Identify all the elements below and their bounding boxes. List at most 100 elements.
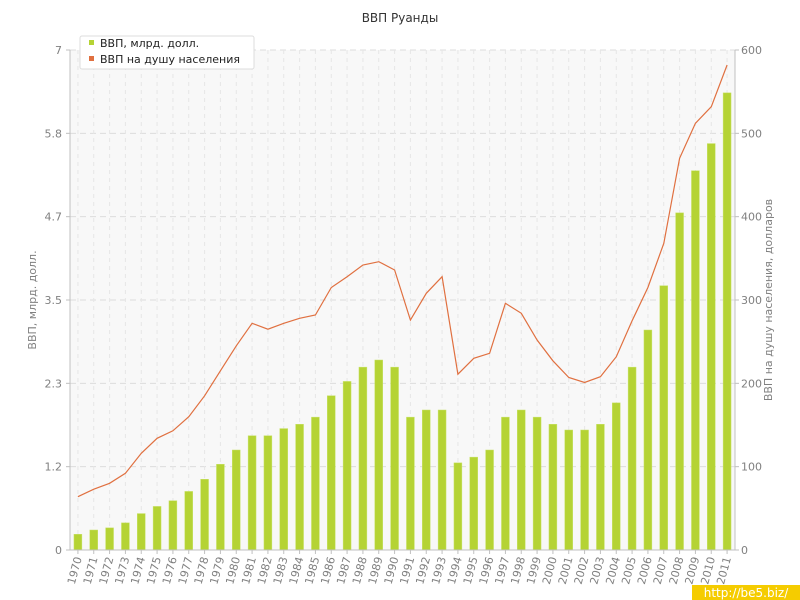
line-point-2002 (583, 381, 586, 384)
left-tick-label: 7 (55, 44, 62, 57)
line-point-1999 (536, 339, 539, 342)
bar-1971 (89, 529, 98, 551)
line-point-1986 (330, 286, 333, 289)
right-tick-label: 100 (741, 461, 762, 474)
line-point-1976 (171, 429, 174, 432)
legend-box (79, 35, 255, 70)
bar-1972 (105, 527, 114, 551)
left-tick-label: 5.8 (45, 127, 63, 140)
left-tick-label: 3.5 (45, 294, 63, 307)
line-point-1998 (520, 312, 523, 315)
bar-1986 (327, 395, 336, 551)
bar-2000 (548, 424, 558, 551)
line-series (76, 64, 729, 498)
line-point-2004 (615, 355, 618, 358)
legend: ВВП, млрд. долл. ВВП на душу населения (79, 35, 255, 70)
bar-2006 (643, 329, 653, 551)
bar-1988 (358, 366, 368, 551)
bar-1989 (374, 359, 383, 551)
bar-1994 (453, 462, 463, 551)
line-point-1994 (456, 373, 459, 376)
legend-item-gdp: ВВП, млрд. долл. (100, 37, 199, 50)
bar-2002 (580, 429, 589, 551)
left-axis-ticks: 0 1.2 2.3 3.5 4.7 5.8 7 (45, 44, 70, 557)
bar-1993 (437, 409, 447, 551)
bar-2003 (596, 424, 605, 551)
right-tick-label: 200 (741, 377, 762, 390)
bar-1970 (73, 534, 83, 551)
line-point-2007 (662, 242, 665, 245)
watermark-background (692, 585, 800, 600)
bar-2010 (707, 143, 716, 551)
right-tick-label: 400 (741, 211, 762, 224)
legend-swatch-gdp-per-capita (89, 56, 94, 61)
right-tick-label: 500 (741, 127, 762, 140)
bar-1975 (152, 506, 162, 551)
bar-1996 (485, 449, 494, 551)
bar-2001 (564, 429, 573, 551)
watermark: http://be5.biz/ (692, 585, 800, 600)
line-point-1983 (282, 322, 285, 325)
bar-1997 (501, 416, 510, 551)
line-point-1990 (393, 269, 396, 272)
bar-2008 (675, 212, 684, 551)
line-point-1974 (140, 452, 143, 455)
line-point-1989 (377, 260, 380, 263)
bar-1983 (279, 428, 288, 551)
bar-1979 (216, 464, 225, 551)
line-point-1985 (314, 314, 317, 317)
left-tick-label: 2.3 (45, 377, 63, 390)
right-tick-label: 600 (741, 44, 762, 57)
bar-2009 (691, 170, 700, 551)
right-axis-ticks: 0 100 200 300 400 500 600 (735, 44, 762, 557)
bar-1978 (200, 479, 209, 551)
line-point-1982 (266, 328, 269, 331)
watermark-text: http://be5.biz/ (704, 586, 789, 600)
line-point-2005 (631, 319, 634, 322)
bar-1980 (232, 449, 241, 551)
line-point-2011 (726, 64, 729, 67)
bar-1995 (469, 456, 478, 551)
line-point-1988 (361, 264, 364, 267)
left-tick-label: 0 (55, 544, 62, 557)
bar-1984 (295, 424, 304, 551)
right-tick-label: 300 (741, 294, 762, 307)
line-point-2010 (710, 105, 713, 108)
line-point-1995 (472, 357, 475, 360)
line-point-1993 (441, 275, 444, 278)
right-tick-label: 0 (741, 544, 748, 557)
legend-item-gdp-per-capita: ВВП на душу населения (100, 53, 240, 66)
bar-1987 (342, 381, 352, 551)
bar-1977 (184, 491, 193, 551)
line-point-2003 (599, 375, 602, 378)
line-point-2001 (567, 376, 570, 379)
line-point-1973 (124, 472, 127, 475)
line-point-1972 (108, 482, 111, 485)
line-point-1981 (251, 322, 254, 325)
line-point-1979 (219, 369, 222, 372)
line-point-2008 (678, 157, 681, 160)
bar-2004 (612, 402, 621, 551)
bar-1973 (121, 522, 130, 551)
line-point-1970 (76, 495, 79, 498)
line-gdp-per-capita (77, 64, 728, 498)
line-point-1971 (92, 488, 95, 491)
line-point-1987 (346, 275, 349, 278)
line-point-1991 (409, 319, 412, 322)
y-axis-left-label: ВВП, млрд. долл. (26, 250, 39, 349)
bar-2011 (722, 92, 732, 551)
bar-1981 (247, 435, 257, 551)
bar-1976 (168, 500, 178, 551)
bar-1982 (263, 435, 273, 551)
legend-swatch-gdp (89, 40, 94, 45)
bar-2005 (627, 366, 637, 551)
chart-title: ВВП Руанды (362, 11, 439, 25)
line-point-1984 (298, 317, 301, 320)
line-point-1992 (425, 292, 428, 295)
bar-1992 (422, 409, 431, 551)
bar-1974 (137, 513, 146, 551)
left-tick-label: 1.2 (45, 461, 63, 474)
bar-1985 (311, 416, 320, 551)
line-point-2000 (551, 359, 554, 362)
